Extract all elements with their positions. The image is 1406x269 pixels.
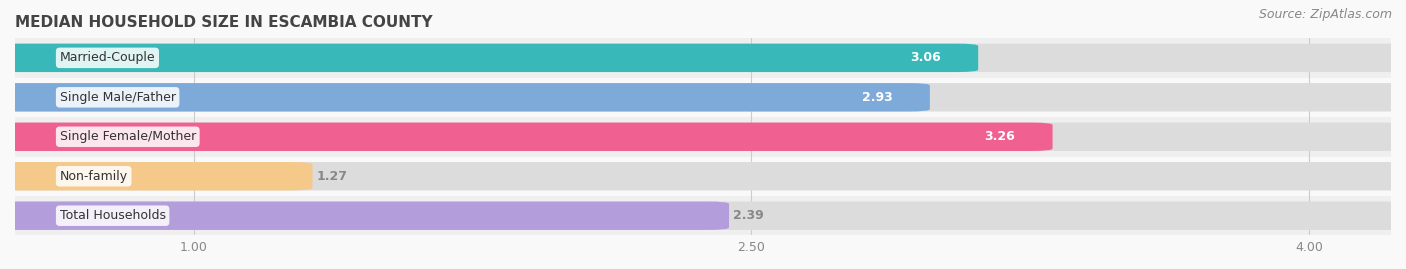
Text: 3.26: 3.26	[984, 130, 1015, 143]
FancyBboxPatch shape	[0, 201, 730, 230]
FancyBboxPatch shape	[0, 83, 1406, 112]
FancyBboxPatch shape	[0, 44, 979, 72]
FancyBboxPatch shape	[0, 201, 1406, 230]
Text: 1.27: 1.27	[316, 170, 347, 183]
Text: Single Male/Father: Single Male/Father	[59, 91, 176, 104]
FancyBboxPatch shape	[0, 83, 929, 112]
Text: Source: ZipAtlas.com: Source: ZipAtlas.com	[1258, 8, 1392, 21]
Bar	[15, 38, 1391, 77]
Text: Total Households: Total Households	[59, 209, 166, 222]
FancyBboxPatch shape	[0, 123, 1406, 151]
Text: 2.39: 2.39	[733, 209, 763, 222]
FancyBboxPatch shape	[0, 123, 1053, 151]
Text: Single Female/Mother: Single Female/Mother	[59, 130, 195, 143]
Bar	[15, 196, 1391, 235]
Text: Non-family: Non-family	[59, 170, 128, 183]
Text: 3.06: 3.06	[910, 51, 941, 64]
Text: Married-Couple: Married-Couple	[59, 51, 155, 64]
Bar	[15, 77, 1391, 117]
Text: MEDIAN HOUSEHOLD SIZE IN ESCAMBIA COUNTY: MEDIAN HOUSEHOLD SIZE IN ESCAMBIA COUNTY	[15, 15, 433, 30]
FancyBboxPatch shape	[0, 44, 1406, 72]
FancyBboxPatch shape	[0, 162, 312, 190]
Bar	[15, 117, 1391, 157]
FancyBboxPatch shape	[0, 162, 1406, 190]
Text: 2.93: 2.93	[862, 91, 893, 104]
Bar	[15, 157, 1391, 196]
